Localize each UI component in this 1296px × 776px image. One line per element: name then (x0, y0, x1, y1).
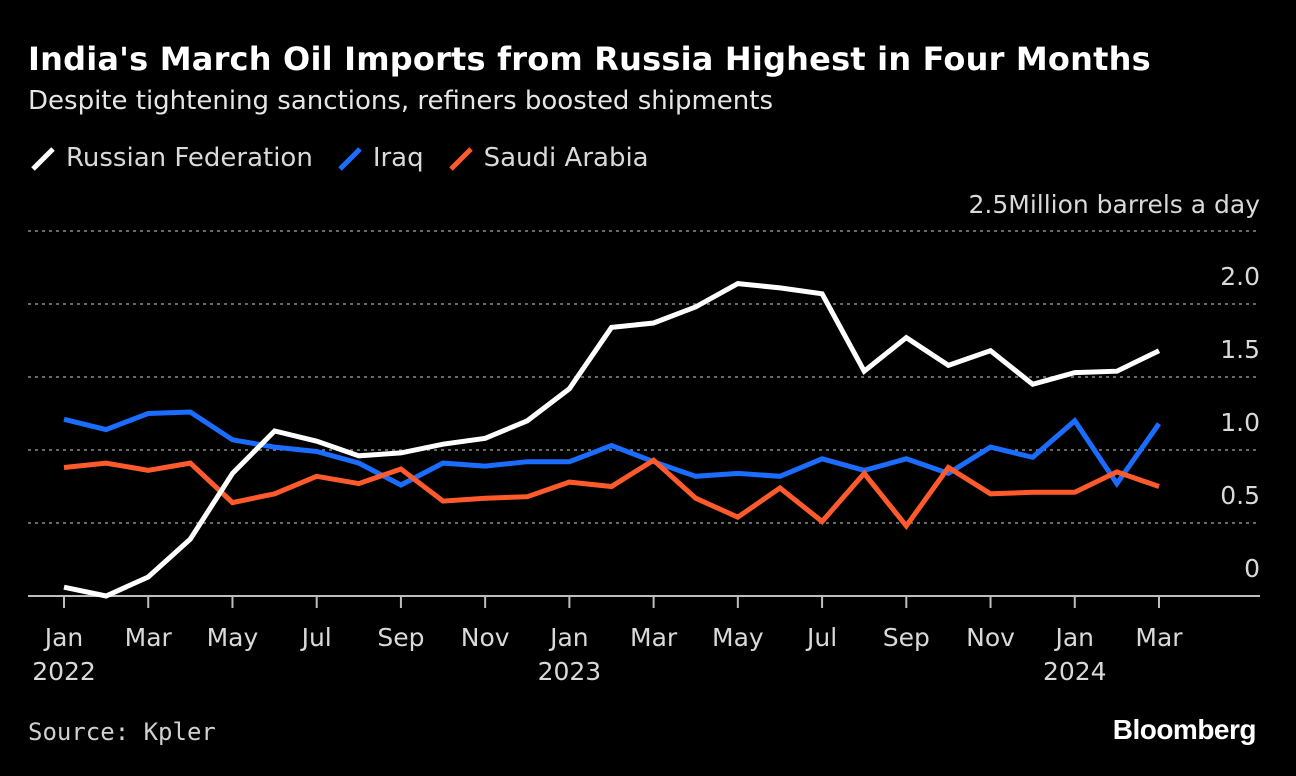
x-tick-year-2023: 2023 (538, 657, 602, 686)
legend-item-saudi-arabia: Saudi Arabia (446, 143, 649, 173)
x-tick-label-jan: Jan (1053, 623, 1094, 652)
bloomberg-logo: Bloomberg (1112, 714, 1257, 745)
x-tick-label-mar: Mar (125, 623, 173, 652)
x-tick-label-sep: Sep (377, 623, 424, 652)
series-line-saudi-arabia (63, 457, 1160, 531)
x-tick-label-may: May (712, 623, 764, 652)
x-tick-label-jan: Jan (43, 623, 84, 652)
series-line-iraq (63, 409, 1162, 489)
legend-label-iraq: Iraq (372, 143, 424, 173)
legend-item-russian-federation: Russian Federation (28, 143, 313, 173)
x-tick-label-may: May (207, 623, 259, 652)
chart-title: India's March Oil Imports from Russia Hi… (28, 40, 1151, 78)
y-tick-label-0: 0 (1244, 554, 1260, 583)
x-axis-tick-labels: Jan 2022 Mar May Jul Sep Nov Jan 2023 Mar May Jul Se… (32, 623, 1183, 686)
x-tick-label-sep: Sep (883, 623, 930, 652)
legend-item-iraq: Iraq (335, 143, 424, 173)
legend-swatch-saudi-arabia (448, 147, 473, 171)
x-tick-label-mar: Mar (630, 623, 678, 652)
series-line-russian-federation (63, 281, 1161, 599)
legend-label-russian-federation: Russian Federation (66, 143, 313, 173)
legend-label-saudi-arabia: Saudi Arabia (483, 143, 649, 173)
y-tick-label-1-0: 1.0 (1220, 408, 1260, 437)
legend-swatch-russian-federation (31, 147, 55, 171)
x-tick-label-jul: Jul (805, 623, 837, 652)
y-tick-label-1-5: 1.5 (1220, 335, 1260, 364)
series-lines (63, 281, 1162, 599)
x-tick-year-2024: 2024 (1043, 657, 1107, 686)
x-tick-label-mar: Mar (1135, 623, 1183, 652)
y-tick-label-2-0: 2.0 (1220, 262, 1260, 291)
x-tick-label-nov: Nov (966, 623, 1015, 652)
y-tick-label-0-5: 0.5 (1220, 481, 1260, 510)
y-tick-label-2-5: 2.5Million barrels a day (968, 190, 1260, 219)
x-axis (28, 595, 1260, 608)
x-tick-label-nov: Nov (461, 623, 510, 652)
chart-subtitle: Despite tightening sanctions, refiners b… (28, 86, 773, 116)
source-note: Source: Kpler (28, 718, 216, 746)
x-tick-year-2022: 2022 (32, 657, 96, 686)
grid-lines (28, 230, 1260, 524)
x-tick-label-jul: Jul (300, 623, 332, 652)
y-axis-tick-labels: 0 0.5 1.0 1.5 2.0 2.5Million barrels a day (968, 190, 1260, 583)
chart-legend: Russian Federation Iraq Saudi Arabia (28, 140, 671, 176)
legend-swatch-iraq (338, 147, 362, 171)
x-tick-label-jan: Jan (548, 623, 589, 652)
